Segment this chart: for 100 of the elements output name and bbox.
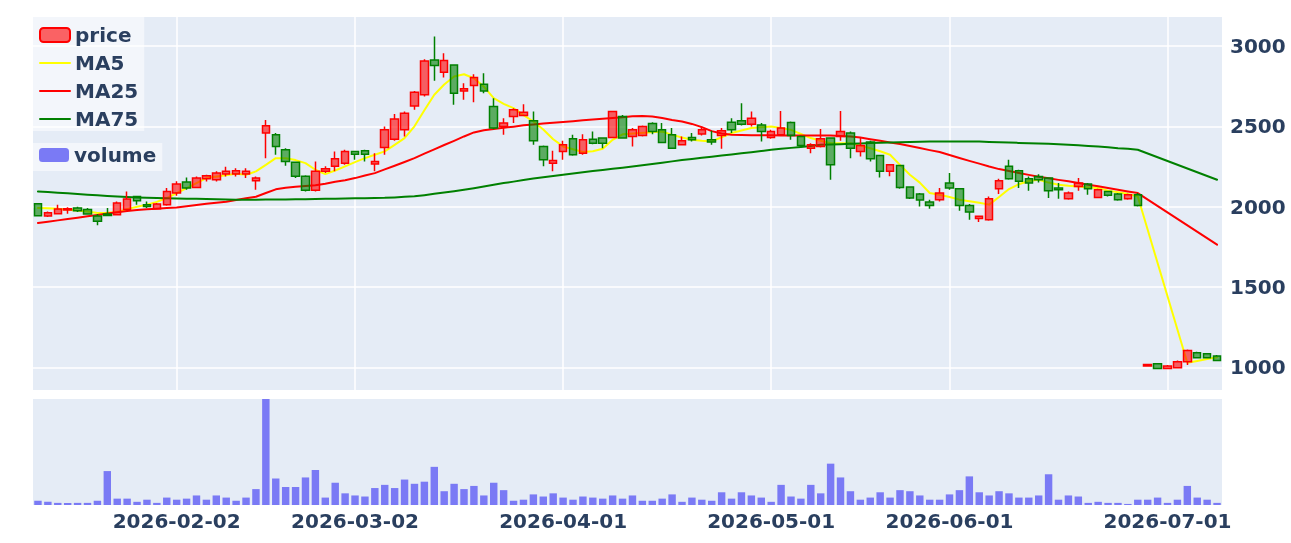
- bar: [44, 501, 52, 505]
- candlestick: [657, 122, 667, 144]
- bar: [1203, 499, 1211, 505]
- bar: [361, 496, 369, 505]
- bar: [876, 492, 884, 505]
- legend-label: MA75: [75, 107, 139, 131]
- candlestick: [934, 187, 945, 203]
- candlestick: [776, 110, 786, 137]
- candlestick: [142, 200, 152, 209]
- candlestick: [825, 136, 836, 181]
- bar: [470, 485, 478, 505]
- candlestick: [479, 72, 489, 94]
- bar: [1064, 495, 1073, 505]
- bar: [955, 490, 964, 505]
- candlestick: [280, 147, 291, 167]
- bar: [103, 471, 112, 505]
- bar: [807, 484, 815, 505]
- candlestick: [498, 117, 509, 136]
- candlestick: [350, 150, 360, 161]
- bar: [916, 495, 924, 505]
- bar: [1034, 495, 1043, 505]
- candlestick: [964, 203, 975, 221]
- bar: [400, 479, 409, 505]
- y-tick-label: 2500: [1230, 114, 1286, 139]
- bar: [985, 495, 993, 505]
- bar: [529, 494, 538, 505]
- candlestick: [409, 90, 420, 111]
- bar: [1104, 502, 1112, 505]
- legend-label: volume: [74, 143, 157, 167]
- bar: [390, 488, 399, 505]
- candlestick: [607, 110, 618, 139]
- candlestick: [895, 164, 905, 190]
- candlestick: [231, 167, 241, 178]
- candlestick: [419, 58, 430, 98]
- bar: [212, 495, 221, 505]
- bar: [192, 495, 201, 505]
- candlestick: [360, 149, 370, 163]
- bar: [351, 495, 359, 505]
- candlestick: [439, 52, 449, 79]
- candlestick: [1172, 359, 1183, 370]
- candlestick: [1202, 352, 1212, 360]
- bar: [717, 492, 726, 505]
- candlestick: [716, 127, 727, 150]
- candlestick: [647, 121, 658, 135]
- legend-label: MA25: [75, 79, 139, 103]
- bar: [143, 499, 151, 505]
- bar: [1005, 493, 1013, 505]
- x-tick-label: 2026-03-02: [291, 509, 419, 533]
- line-series: [36, 140, 1219, 201]
- candlestick: [994, 177, 1004, 195]
- candlestick: [33, 202, 43, 218]
- candlestick: [915, 192, 925, 208]
- bar: [381, 484, 389, 505]
- candlestick: [1004, 159, 1014, 181]
- candlestick: [102, 207, 113, 217]
- bar: [1183, 485, 1192, 505]
- bar: [341, 493, 349, 505]
- bar: [965, 476, 974, 505]
- candlestick: [429, 35, 440, 82]
- bar: [1173, 499, 1182, 505]
- bar: [281, 486, 290, 505]
- candlestick: [538, 144, 549, 168]
- bar: [490, 482, 498, 505]
- candlestick: [330, 150, 340, 173]
- candlestick: [697, 125, 707, 137]
- bar: [262, 399, 270, 505]
- x-tick-label: 2026-02-02: [112, 509, 241, 533]
- bar: [836, 477, 845, 505]
- bar: [797, 498, 805, 505]
- candlestick: [72, 205, 83, 213]
- bar: [747, 495, 756, 505]
- candlestick: [251, 175, 261, 191]
- bar: [153, 502, 161, 505]
- bar: [737, 492, 746, 505]
- bar: [1114, 502, 1122, 505]
- bar: [1015, 497, 1023, 505]
- bar: [123, 498, 131, 505]
- candlestick: [241, 167, 251, 179]
- candlestick: [845, 130, 856, 159]
- bar: [658, 498, 666, 505]
- candlestick: [488, 97, 499, 130]
- bar: [995, 491, 1003, 505]
- bar: [252, 489, 260, 505]
- bar: [787, 496, 795, 505]
- candlestick: [340, 149, 350, 166]
- candlestick: [459, 82, 469, 101]
- candlestick: [261, 119, 271, 159]
- candlestick: [528, 110, 539, 146]
- candlestick: [786, 120, 796, 141]
- candlestick: [706, 130, 717, 146]
- candlestick: [320, 165, 331, 174]
- candlestick: [815, 128, 826, 149]
- candlestick: [82, 207, 93, 216]
- candlestick: [191, 175, 202, 189]
- candlestick: [568, 134, 578, 157]
- candlestick: [112, 200, 122, 217]
- y-tick-label: 1500: [1230, 275, 1286, 300]
- candlestick: [389, 113, 400, 142]
- bar: [549, 493, 557, 505]
- candlestick: [53, 203, 63, 216]
